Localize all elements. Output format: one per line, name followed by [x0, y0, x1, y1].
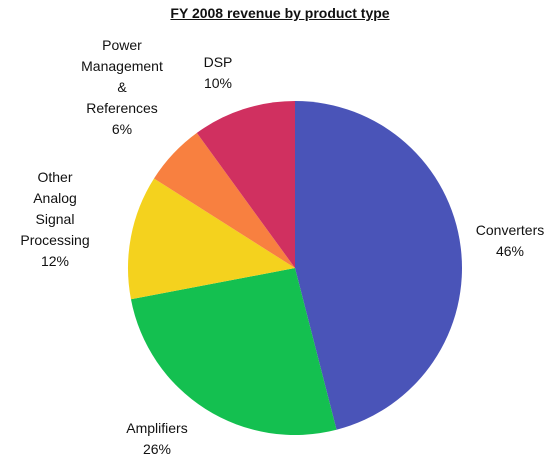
pie-slice	[153, 132, 295, 268]
value-label: 46%	[495, 243, 525, 259]
value-label: 12%	[40, 253, 70, 269]
slice-label: DSP 10%	[204, 52, 233, 94]
pie-slice	[130, 268, 337, 435]
chart-title: FY 2008 revenue by product type	[170, 5, 390, 21]
slice-label: Other Analog Signal Processing 12%	[20, 167, 89, 272]
slice-label: Power Management & References 6%	[81, 35, 163, 140]
pie-slice	[128, 178, 295, 300]
value-label: 6%	[111, 121, 133, 137]
category-label: Other Analog Signal Processing	[20, 169, 90, 248]
category-label: Converters	[475, 222, 545, 238]
value-label: 10%	[203, 75, 233, 91]
pie-slice	[295, 101, 462, 430]
slice-label: Amplifiers 26%	[126, 418, 187, 460]
slice-label: Converters 46%	[476, 220, 544, 262]
category-label: DSP	[203, 54, 233, 70]
pie-slice	[196, 101, 295, 268]
category-label: Amplifiers	[126, 420, 188, 436]
value-label: 26%	[142, 441, 172, 457]
category-label: Power Management & References	[81, 37, 163, 116]
